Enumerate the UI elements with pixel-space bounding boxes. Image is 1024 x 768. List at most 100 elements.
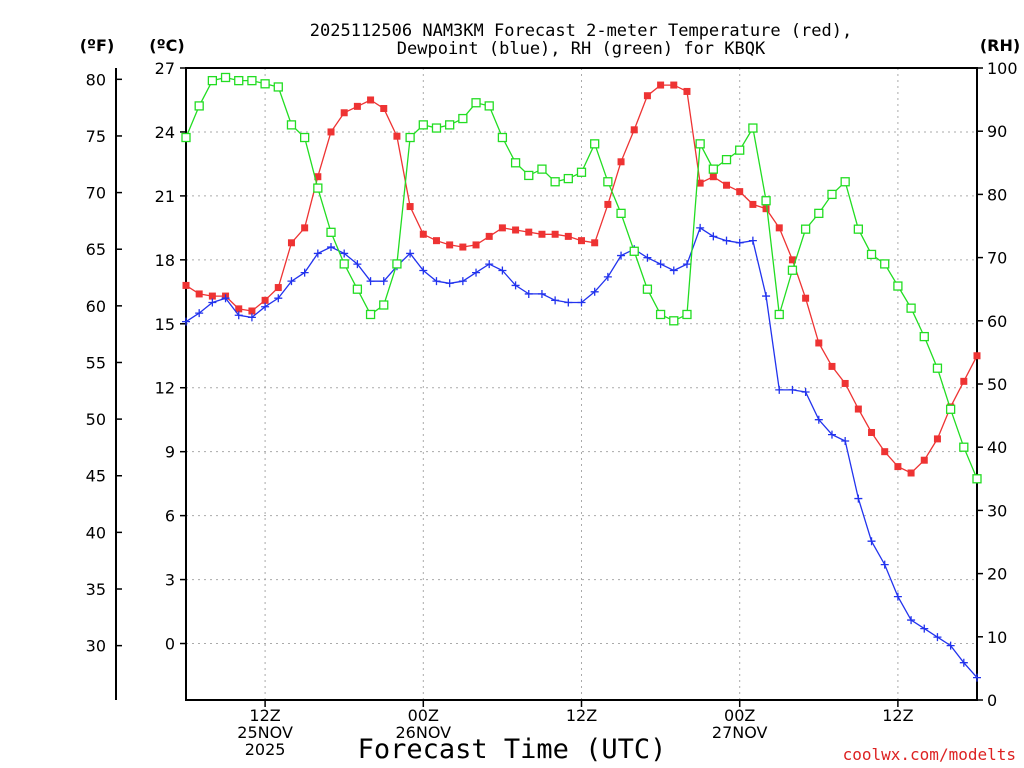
2-meter-temperature-point: [195, 290, 203, 298]
rh-point: [682, 309, 692, 320]
dewpoint-point: [274, 294, 283, 303]
rh-point: [655, 309, 666, 320]
dewpoint-point: [788, 385, 797, 394]
2-meter-temperature-point: [683, 87, 691, 95]
rh-tick-label: 100: [987, 59, 1018, 78]
rh-unit-label: (RH): [980, 36, 1020, 55]
2-meter-temperature-point: [446, 241, 454, 249]
2-meter-temperature-point: [512, 226, 520, 234]
dewpoint-point: [617, 251, 626, 260]
2-meter-temperature-point: [973, 352, 981, 360]
rh-point: [616, 208, 626, 219]
rh-point: [748, 123, 758, 133]
2-meter-temperature-point: [802, 294, 810, 302]
x-tick-label: 00Z: [724, 706, 755, 725]
2-meter-temperature-point: [393, 132, 401, 140]
rh-point: [880, 259, 890, 269]
2-meter-temperature-point: [643, 92, 651, 100]
dewpoint-point: [234, 311, 243, 320]
2-meter-temperature-point: [670, 81, 678, 89]
source-credit: coolwx.com/modelts: [843, 745, 1016, 764]
dewpoint-point: [814, 415, 823, 424]
2-meter-temperature-point: [775, 224, 783, 232]
dewpoint-point: [907, 616, 916, 625]
fahrenheit-tick-label: 70: [86, 184, 106, 203]
2-meter-temperature-point: [235, 305, 243, 313]
2-meter-temperature-point: [525, 228, 533, 236]
fahrenheit-unit-label: (ºF): [80, 36, 115, 55]
2-meter-temperature-point: [578, 237, 585, 245]
rh-point: [959, 442, 969, 452]
celsius-tick-label: 15: [155, 315, 175, 334]
2-meter-temperature-point: [841, 379, 849, 387]
rh-point: [774, 309, 784, 320]
2-meter-temperature-point: [538, 230, 546, 238]
2-meter-temperature-point: [248, 307, 256, 315]
celsius-tick-label: 0: [165, 635, 175, 654]
rh-point: [418, 120, 428, 130]
celsius-tick-label: 27: [155, 59, 175, 78]
dewpoint-point: [327, 243, 336, 252]
rh-point: [695, 139, 705, 149]
x-tick-label: 12Z: [249, 706, 280, 725]
2-meter-temperature-point: [815, 339, 823, 347]
dewpoint-point: [195, 309, 204, 318]
dewpoint-point: [353, 260, 362, 269]
fahrenheit-tick-label: 45: [86, 467, 106, 486]
rh-point: [484, 101, 494, 111]
2-meter-temperature-point: [485, 232, 493, 240]
2-meter-temperature-point: [367, 96, 375, 104]
rh-point: [827, 189, 837, 200]
rh-point: [273, 82, 283, 92]
dewpoint-point: [893, 592, 902, 601]
2-meter-temperature-point: [630, 126, 638, 134]
fahrenheit-tick-label: 40: [86, 523, 106, 542]
dewpoint-point: [524, 289, 533, 298]
dewpoint-point: [221, 294, 230, 303]
dewpoint-point: [959, 658, 968, 667]
celsius-tick-label: 6: [165, 507, 175, 526]
rh-point: [326, 227, 336, 237]
rh-point: [800, 224, 811, 234]
rh-point: [405, 132, 415, 143]
rh-point: [458, 113, 468, 124]
x-tick-label: 26NOV: [396, 723, 452, 742]
dewpoint-point: [933, 633, 942, 642]
dewpoint-point: [841, 437, 850, 446]
dewpoint-point: [287, 277, 296, 286]
dewpoint-point: [182, 317, 190, 326]
2-meter-temperature-point: [617, 158, 625, 166]
2-meter-temperature-point: [894, 463, 902, 471]
rh-point: [379, 300, 389, 310]
rh-point: [563, 173, 573, 184]
rh-point: [220, 72, 231, 83]
rh-point: [787, 265, 798, 275]
dewpoint-point: [709, 232, 718, 241]
2-meter-temperature-point: [960, 377, 968, 385]
2-meter-temperature-point: [709, 173, 717, 181]
2-meter-temperature-point: [301, 224, 309, 232]
celsius-tick-label: 18: [155, 251, 175, 270]
fahrenheit-tick-label: 75: [86, 127, 106, 146]
rh-point: [352, 284, 363, 294]
chart-title-line-2: Dewpoint (blue), RH (green) for KBQK: [397, 39, 766, 59]
rh-point: [840, 177, 850, 187]
2-meter-temperature-point: [459, 243, 467, 251]
2-meter-temperature-point: [498, 224, 506, 232]
dewpoint-point: [208, 298, 217, 307]
celsius-tick-label: 3: [165, 571, 175, 590]
rh-point: [431, 123, 442, 133]
dewpoint-point: [643, 253, 652, 262]
dewpoint-point: [801, 387, 810, 396]
fahrenheit-tick-label: 50: [86, 410, 106, 429]
rh-point: [866, 249, 877, 260]
rh-point: [735, 145, 745, 155]
2-meter-temperature-point: [604, 200, 612, 208]
rh-point: [932, 363, 943, 373]
rh-point: [537, 164, 547, 174]
2-meter-temperature-point: [907, 469, 915, 477]
2-meter-temperature-point: [327, 128, 335, 136]
2-meter-temperature-point: [353, 102, 361, 110]
rh-point: [945, 404, 956, 414]
x-tick-label: 00Z: [408, 706, 439, 725]
